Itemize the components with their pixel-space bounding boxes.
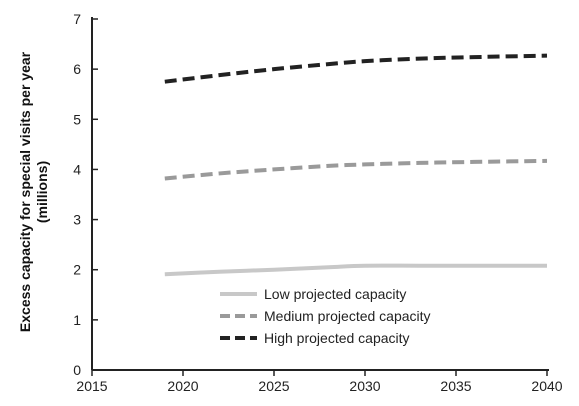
y-tick-label: 4 bbox=[73, 161, 81, 177]
y-tick-label: 7 bbox=[73, 11, 81, 27]
x-tick-label: 2025 bbox=[258, 378, 289, 394]
y-tick-label: 3 bbox=[73, 212, 81, 228]
x-tick-label: 2020 bbox=[167, 378, 198, 394]
x-axis: 2015 2020 2025 2030 2035 2040 bbox=[76, 369, 563, 394]
x-tick-label: 2040 bbox=[531, 378, 562, 394]
series-line-low-projected-capacity bbox=[164, 263, 547, 277]
series-line-medium-projected-capacity bbox=[164, 158, 548, 181]
plot-area bbox=[164, 53, 548, 277]
y-tick-label: 0 bbox=[73, 362, 81, 378]
y-axis-title-line-1: Excess capacity for special visits per y… bbox=[17, 51, 33, 332]
y-tick-label: 6 bbox=[73, 61, 81, 77]
x-tick-label: 2035 bbox=[440, 378, 471, 394]
y-tick-label: 2 bbox=[73, 262, 81, 278]
y-axis: 0 1 2 3 4 5 6 7 bbox=[73, 11, 98, 378]
legend-label-high-projected-capacity: High projected capacity bbox=[264, 330, 410, 346]
x-tick-label: 2030 bbox=[349, 378, 380, 394]
legend-label-medium-projected-capacity: Medium projected capacity bbox=[264, 308, 431, 324]
legend-label-low-projected-capacity: Low projected capacity bbox=[264, 286, 406, 302]
series-line-high-projected-capacity bbox=[164, 53, 548, 84]
y-axis-title-line-2: (millions) bbox=[34, 161, 50, 223]
x-tick-label: 2015 bbox=[76, 378, 107, 394]
y-tick-label: 5 bbox=[73, 111, 81, 127]
y-tick-label: 1 bbox=[73, 312, 81, 328]
legend: Low projected capacity Medium projected c… bbox=[220, 286, 431, 346]
